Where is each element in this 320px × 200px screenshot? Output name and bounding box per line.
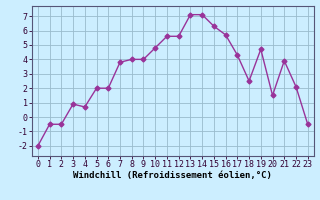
X-axis label: Windchill (Refroidissement éolien,°C): Windchill (Refroidissement éolien,°C) <box>73 171 272 180</box>
